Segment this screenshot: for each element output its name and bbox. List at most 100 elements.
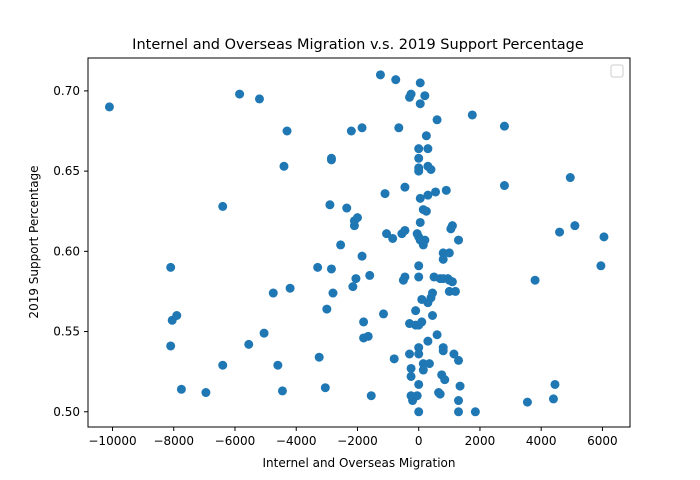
- data-point: [282, 126, 292, 136]
- x-axis-ticks: −10000 −8000 −6000 −4000 −2000 0 2000 4000 6000: [88, 427, 618, 448]
- data-point: [166, 341, 176, 351]
- data-point: [522, 397, 532, 407]
- data-point: [431, 187, 441, 197]
- data-point: [454, 235, 464, 245]
- data-point: [470, 407, 480, 417]
- data-point: [421, 131, 431, 141]
- data-point: [352, 213, 362, 223]
- data-point: [359, 317, 369, 327]
- data-point: [423, 336, 433, 346]
- data-point: [415, 99, 425, 109]
- data-point: [550, 379, 560, 389]
- data-point: [421, 206, 431, 216]
- data-point: [411, 306, 421, 316]
- data-point: [447, 221, 457, 231]
- data-point: [441, 185, 451, 195]
- data-point: [235, 89, 245, 99]
- data-point: [427, 311, 437, 320]
- data-point: [254, 94, 264, 104]
- data-point: [326, 264, 336, 274]
- data-point: [418, 365, 428, 375]
- data-point: [499, 121, 509, 131]
- data-point: [357, 251, 367, 261]
- data-point: [414, 166, 424, 176]
- data-point: [172, 311, 182, 320]
- data-point: [414, 343, 424, 353]
- data-point: [406, 371, 416, 381]
- data-point: [454, 355, 464, 365]
- data-point: [363, 331, 373, 341]
- data-point: [346, 126, 356, 136]
- y-tick-label: 0.65: [53, 164, 80, 178]
- data-point: [565, 173, 575, 183]
- data-point: [268, 288, 278, 298]
- data-point: [166, 262, 176, 272]
- data-point: [427, 288, 437, 298]
- data-point: [414, 153, 424, 163]
- data-point: [273, 360, 283, 370]
- data-point: [388, 233, 398, 243]
- data-point: [406, 363, 416, 373]
- data-point: [244, 339, 254, 349]
- data-point: [548, 394, 558, 404]
- data-point: [365, 270, 375, 280]
- data-point: [440, 375, 450, 385]
- data-point: [406, 89, 416, 99]
- data-point: [423, 190, 433, 200]
- data-point: [351, 274, 361, 284]
- data-point: [104, 102, 114, 112]
- data-point: [398, 275, 408, 285]
- data-point: [342, 203, 352, 213]
- data-point: [379, 309, 388, 319]
- data-point: [450, 286, 460, 296]
- x-tick-label: 2000: [465, 434, 496, 448]
- data-point: [259, 328, 269, 338]
- data-point: [455, 381, 465, 391]
- x-axis-label: Internel and Overseas Migration: [263, 456, 456, 470]
- plot-area-frame: [87, 57, 631, 428]
- data-point: [570, 221, 580, 231]
- data-point: [454, 407, 464, 417]
- data-point: [277, 386, 287, 396]
- data-point: [382, 229, 392, 239]
- data-point: [414, 407, 424, 417]
- data-point: [414, 379, 424, 389]
- data-point: [320, 383, 330, 393]
- data-point: [599, 232, 609, 242]
- y-tick-label: 0.50: [53, 405, 80, 419]
- data-point: [328, 288, 338, 298]
- x-tick-label: −8000: [153, 434, 194, 448]
- y-tick-label: 0.70: [53, 84, 80, 98]
- x-tick-label: 6000: [587, 434, 618, 448]
- data-point: [447, 277, 457, 287]
- data-point: [420, 235, 430, 245]
- data-point: [420, 91, 430, 101]
- y-tick-label: 0.55: [53, 325, 80, 339]
- data-point: [415, 193, 425, 203]
- data-point: [405, 349, 415, 359]
- chart-title: Internel and Overseas Migration v.s. 201…: [132, 37, 584, 53]
- data-point: [357, 123, 367, 133]
- x-tick-label: −6000: [215, 434, 256, 448]
- data-point: [415, 217, 425, 227]
- data-point: [530, 275, 540, 285]
- data-point: [400, 182, 410, 192]
- data-point: [555, 227, 565, 237]
- y-axis-ticks: 0.50 0.55 0.60 0.65 0.70: [53, 84, 88, 419]
- data-point: [596, 261, 606, 271]
- data-point: [467, 110, 477, 120]
- x-tick-label: 0: [415, 434, 423, 448]
- data-point: [380, 189, 390, 199]
- data-point: [454, 396, 464, 406]
- data-point: [375, 70, 385, 80]
- data-point: [201, 388, 211, 398]
- data-point: [432, 330, 442, 340]
- data-point: [366, 391, 376, 401]
- data-point: [394, 123, 404, 133]
- data-point: [417, 317, 427, 327]
- data-point: [389, 354, 399, 364]
- data-point: [414, 349, 424, 359]
- data-point: [313, 262, 323, 272]
- data-point: [449, 349, 459, 359]
